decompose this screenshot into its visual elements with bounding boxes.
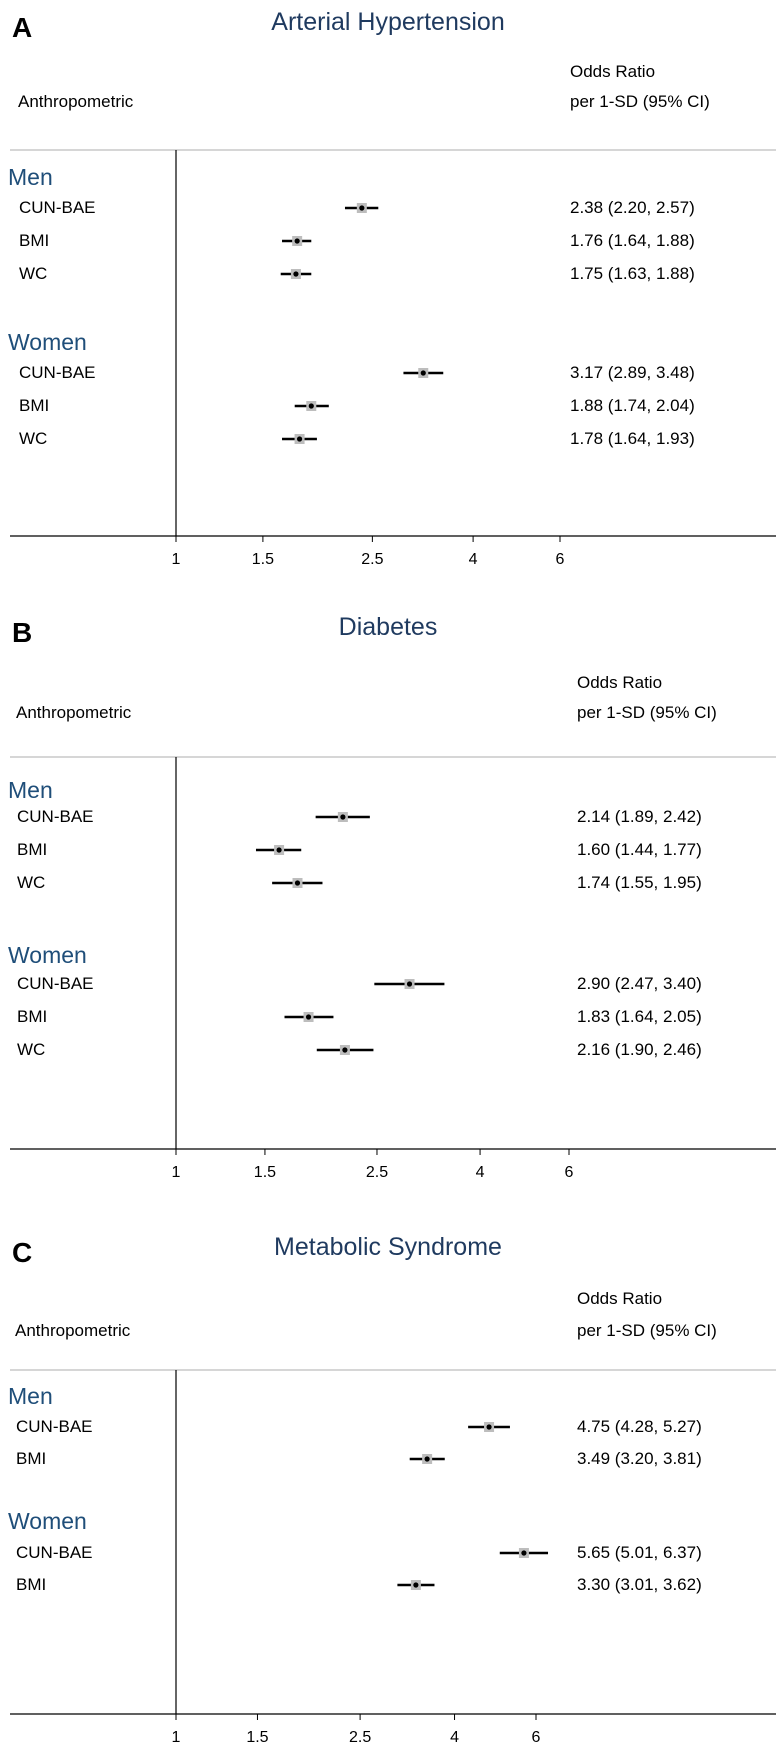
forest-panel-a: A Arterial Hypertension Anthropometric Odds… xyxy=(0,0,776,600)
x-tick-label: 1 xyxy=(172,1729,181,1746)
group-label-women: Women xyxy=(8,1508,87,1534)
row-ci-text: 2.14 (1.89, 2.42) xyxy=(577,807,702,826)
x-tick-label: 1.5 xyxy=(254,1164,276,1181)
panel-title: Arterial Hypertension xyxy=(271,8,505,36)
anthropometric-header: Anthropometric xyxy=(18,92,134,111)
x-tick-label: 1.5 xyxy=(246,1729,268,1746)
row-label: CUN-BAE xyxy=(16,1543,93,1562)
x-tick-label: 1.5 xyxy=(252,551,274,568)
row-ci-text: 1.83 (1.64, 2.05) xyxy=(577,1007,702,1026)
row-label: BMI xyxy=(19,231,50,250)
point-estimate xyxy=(296,436,303,442)
panel-title: Metabolic Syndrome xyxy=(274,1233,502,1261)
group-label-women: Women xyxy=(8,942,87,968)
forest-panel-b: B Diabetes Anthropometric Odds Ratio per 1-S… xyxy=(0,605,776,1205)
row-ci-text: 1.78 (1.64, 1.93) xyxy=(570,429,695,448)
row-ci-text: 4.75 (4.28, 5.27) xyxy=(577,1417,702,1436)
point-estimate xyxy=(486,1424,492,1430)
point-estimate xyxy=(294,880,301,886)
group-label-men: Men xyxy=(8,1383,53,1409)
x-tick-label: 6 xyxy=(565,1164,574,1181)
x-tick-label: 4 xyxy=(469,551,478,568)
x-tick-label: 1 xyxy=(172,1164,181,1181)
row-ci-text: 2.38 (2.20, 2.57) xyxy=(570,198,695,217)
point-estimate xyxy=(340,814,346,820)
point-estimate xyxy=(406,981,413,987)
x-tick-label: 6 xyxy=(532,1729,541,1746)
row-label: BMI xyxy=(16,1575,47,1594)
group-label-men: Men xyxy=(8,777,53,803)
row-label: WC xyxy=(17,1040,46,1059)
anthropometric-header: Anthropometric xyxy=(16,703,132,722)
forest-plot-svg: 1 1.5 2.5 4 6 xyxy=(10,149,776,568)
ci-header: per 1-SD (95% CI) xyxy=(577,703,717,722)
point-estimate xyxy=(424,1456,430,1462)
point-estimate xyxy=(420,370,426,376)
row-label: CUN-BAE xyxy=(17,807,94,826)
row-label: CUN-BAE xyxy=(19,363,96,382)
odds-ratio-header: Odds Ratio xyxy=(577,673,663,692)
row-label: BMI xyxy=(17,840,48,859)
row-label: WC xyxy=(17,873,46,892)
anthropometric-header: Anthropometric xyxy=(15,1321,131,1340)
group-label-men: Men xyxy=(8,164,53,190)
row-ci-text: 2.16 (1.90, 2.46) xyxy=(577,1040,702,1059)
row-ci-text: 1.76 (1.64, 1.88) xyxy=(570,231,695,250)
point-estimate xyxy=(308,403,314,409)
point-estimate xyxy=(342,1047,348,1053)
row-label: WC xyxy=(19,264,48,283)
row-ci-text: 1.60 (1.44, 1.77) xyxy=(577,840,702,859)
row-ci-text: 3.30 (3.01, 3.62) xyxy=(577,1575,702,1594)
ci-header: per 1-SD (95% CI) xyxy=(577,1321,717,1340)
odds-ratio-header: Odds Ratio xyxy=(570,62,656,81)
ci-header: per 1-SD (95% CI) xyxy=(570,92,710,111)
row-ci-text: 1.88 (1.74, 2.04) xyxy=(570,396,695,415)
row-label: BMI xyxy=(19,396,50,415)
panel-letter: A xyxy=(12,12,33,43)
point-estimate xyxy=(294,238,300,244)
point-estimate xyxy=(413,1582,419,1588)
row-label: CUN-BAE xyxy=(19,198,96,217)
forest-plot-svg: 1 1.5 2.5 4 6 xyxy=(10,1369,776,1746)
row-label: WC xyxy=(19,429,48,448)
row-label: CUN-BAE xyxy=(16,1417,93,1436)
point-estimate xyxy=(276,847,282,853)
row-ci-text: 3.49 (3.20, 3.81) xyxy=(577,1449,702,1468)
row-ci-text: 1.75 (1.63, 1.88) xyxy=(570,264,695,283)
x-tick-label: 2.5 xyxy=(361,551,383,568)
forest-panel-c: C Metabolic Syndrome Anthropometric Odds Ra… xyxy=(0,1233,776,1746)
point-estimate xyxy=(305,1014,312,1020)
x-tick-label: 1 xyxy=(172,551,181,568)
x-tick-label: 2.5 xyxy=(349,1729,371,1746)
forest-plot-svg: 1 1.5 2.5 4 6 xyxy=(10,756,776,1181)
row-label: BMI xyxy=(16,1449,47,1468)
panel-letter: C xyxy=(12,1237,33,1268)
x-tick-label: 2.5 xyxy=(366,1164,388,1181)
panel-title: Diabetes xyxy=(338,613,438,641)
row-ci-text: 3.17 (2.89, 3.48) xyxy=(570,363,695,382)
group-label-women: Women xyxy=(8,329,87,355)
x-tick-label: 4 xyxy=(476,1164,485,1181)
panel-letter: B xyxy=(12,617,33,648)
row-ci-text: 5.65 (5.01, 6.37) xyxy=(577,1543,702,1562)
x-tick-label: 4 xyxy=(450,1729,459,1746)
x-tick-label: 6 xyxy=(556,551,565,568)
point-estimate xyxy=(293,271,299,277)
row-ci-text: 1.74 (1.55, 1.95) xyxy=(577,873,702,892)
row-label: BMI xyxy=(17,1007,48,1026)
point-estimate xyxy=(359,205,365,211)
odds-ratio-header: Odds Ratio xyxy=(577,1289,663,1308)
point-estimate xyxy=(521,1550,527,1556)
row-label: CUN-BAE xyxy=(17,974,94,993)
row-ci-text: 2.90 (2.47, 3.40) xyxy=(577,974,702,993)
